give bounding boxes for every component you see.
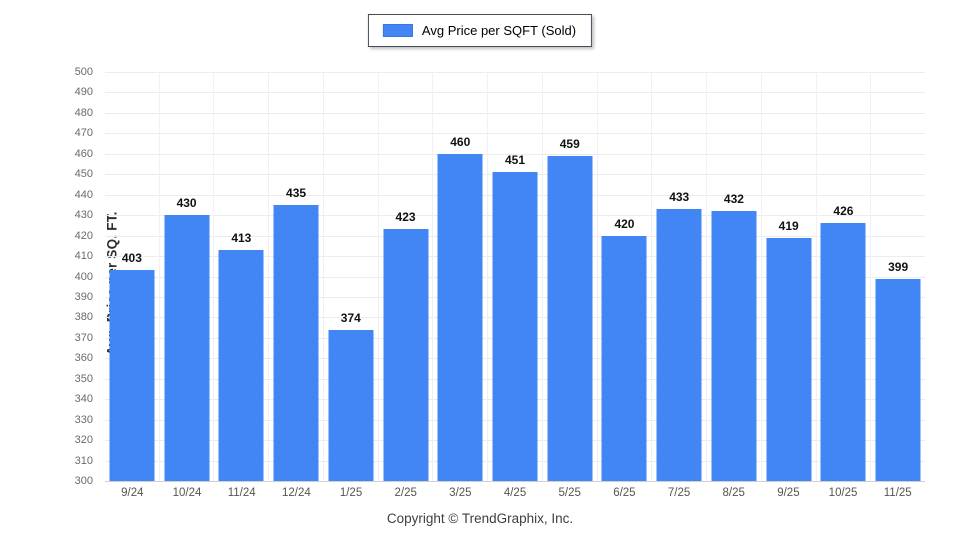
bars-container: 403 430 413 435 374 423 460 451 459 420 433 432 419 4… — [105, 72, 925, 481]
bar-slot: 423 — [379, 72, 434, 481]
bar-slot: 435 — [269, 72, 324, 481]
bar-slot: 426 — [817, 72, 872, 481]
x-tick-label: 4/25 — [503, 487, 527, 499]
plot-area: 403 430 413 435 374 423 460 451 459 420 433 432 419 4… — [105, 72, 925, 482]
gridline — [105, 92, 925, 94]
bar-slot: 430 — [160, 72, 215, 481]
bar[interactable] — [492, 172, 538, 481]
bar[interactable] — [766, 237, 812, 481]
bar-slot: 403 — [105, 72, 160, 481]
y-tick-label: 490 — [74, 86, 93, 99]
y-tick-label: 440 — [74, 188, 93, 201]
y-tick-label: 360 — [74, 352, 93, 365]
y-tick-label: 300 — [74, 475, 93, 487]
bar[interactable] — [711, 211, 757, 481]
y-tick-label: 500 — [74, 66, 93, 78]
y-tick-label: 310 — [74, 454, 93, 467]
bar-slot: 460 — [433, 72, 489, 481]
bar[interactable] — [273, 204, 319, 481]
gridline — [105, 133, 925, 135]
bar-slot: 451 — [488, 72, 543, 481]
y-tick-label: 430 — [74, 209, 93, 222]
gridline — [105, 72, 925, 73]
bar[interactable] — [820, 223, 866, 481]
bar-value-label: 433 — [669, 190, 690, 205]
bar[interactable] — [383, 229, 429, 481]
y-tick-label: 460 — [74, 147, 93, 160]
y-tick-label: 350 — [74, 372, 93, 385]
bar-slot: 432 — [707, 72, 762, 481]
y-tick-label: 420 — [74, 229, 93, 242]
y-tick-label: 340 — [74, 393, 93, 406]
x-tick-label: 12/24 — [281, 487, 311, 499]
y-axis-tick-labels: 500 490 480 470 460 450 440 430 420 410 400 390 380 3… — [0, 66, 100, 487]
x-tick-label: 6/25 — [613, 487, 636, 499]
bar-value-label: 430 — [176, 196, 197, 211]
legend-label: Avg Price per SQFT (Sold) — [421, 23, 577, 38]
bar-value-label: 399 — [888, 259, 909, 274]
bar-slot: 413 — [214, 72, 270, 481]
bar[interactable] — [437, 153, 483, 481]
bar-value-label: 374 — [340, 310, 361, 325]
bar-value-label: 423 — [395, 210, 416, 225]
bar-slot: 420 — [598, 72, 653, 481]
bar-value-label: 460 — [450, 134, 471, 149]
gridline — [105, 153, 925, 155]
y-tick-label: 380 — [74, 311, 93, 324]
y-tick-label: 450 — [74, 168, 93, 181]
bar-value-label: 419 — [778, 218, 799, 233]
bar-value-label: 459 — [559, 136, 580, 151]
bar-value-label: 435 — [286, 185, 307, 200]
bar[interactable] — [109, 270, 155, 481]
y-tick-label: 400 — [74, 270, 93, 283]
y-tick-label: 370 — [74, 331, 93, 344]
x-tick-label: 1/25 — [339, 487, 363, 499]
gridline — [105, 112, 925, 114]
x-tick-label: 8/25 — [722, 487, 745, 499]
x-tick-label: 3/25 — [449, 487, 472, 499]
bar[interactable] — [328, 329, 374, 481]
x-tick-label: 9/24 — [121, 487, 144, 499]
bar-value-label: 426 — [833, 204, 854, 219]
x-tick-label: 11/24 — [227, 487, 256, 499]
y-tick-label: 390 — [74, 290, 93, 303]
x-tick-label: 11/25 — [883, 487, 912, 499]
bar-slot: 374 — [324, 72, 379, 481]
chart-legend: Avg Price per SQFT (Sold) — [367, 14, 593, 47]
x-tick-label: 7/25 — [667, 487, 691, 499]
bar[interactable] — [875, 278, 921, 481]
bar[interactable] — [218, 249, 264, 481]
legend-swatch-icon — [382, 24, 413, 37]
bar[interactable] — [547, 155, 593, 481]
bar-value-label: 420 — [614, 216, 635, 231]
y-tick-label: 480 — [74, 106, 93, 119]
x-tick-label: 2/25 — [394, 487, 417, 499]
bar-value-label: 432 — [723, 192, 744, 207]
y-tick-label: 330 — [74, 413, 93, 426]
x-tick-label: 9/25 — [777, 487, 800, 499]
bar-slot: 399 — [871, 72, 925, 481]
x-axis-tick-labels: 9/24 10/24 11/24 12/24 1/25 2/25 3/25 4/25 5/25 6… — [105, 487, 925, 499]
y-tick-label: 470 — [74, 127, 93, 140]
bar-slot: 433 — [652, 72, 708, 481]
x-tick-label: 10/24 — [172, 487, 202, 499]
bar[interactable] — [164, 215, 210, 481]
bar-slot: 419 — [762, 72, 817, 481]
y-tick-label: 410 — [74, 250, 93, 263]
bar-value-label: 403 — [121, 251, 142, 266]
bar[interactable] — [601, 235, 647, 481]
x-tick-label: 10/25 — [828, 487, 858, 499]
copyright-text: Copyright © TrendGraphix, Inc. — [386, 511, 574, 526]
gridline — [105, 481, 925, 482]
x-tick-label: 5/25 — [558, 487, 581, 499]
bar[interactable] — [656, 209, 702, 481]
bar-value-label: 413 — [231, 230, 252, 245]
y-tick-label: 320 — [74, 434, 93, 447]
bar-value-label: 451 — [504, 153, 526, 168]
bar-slot: 459 — [543, 72, 598, 481]
